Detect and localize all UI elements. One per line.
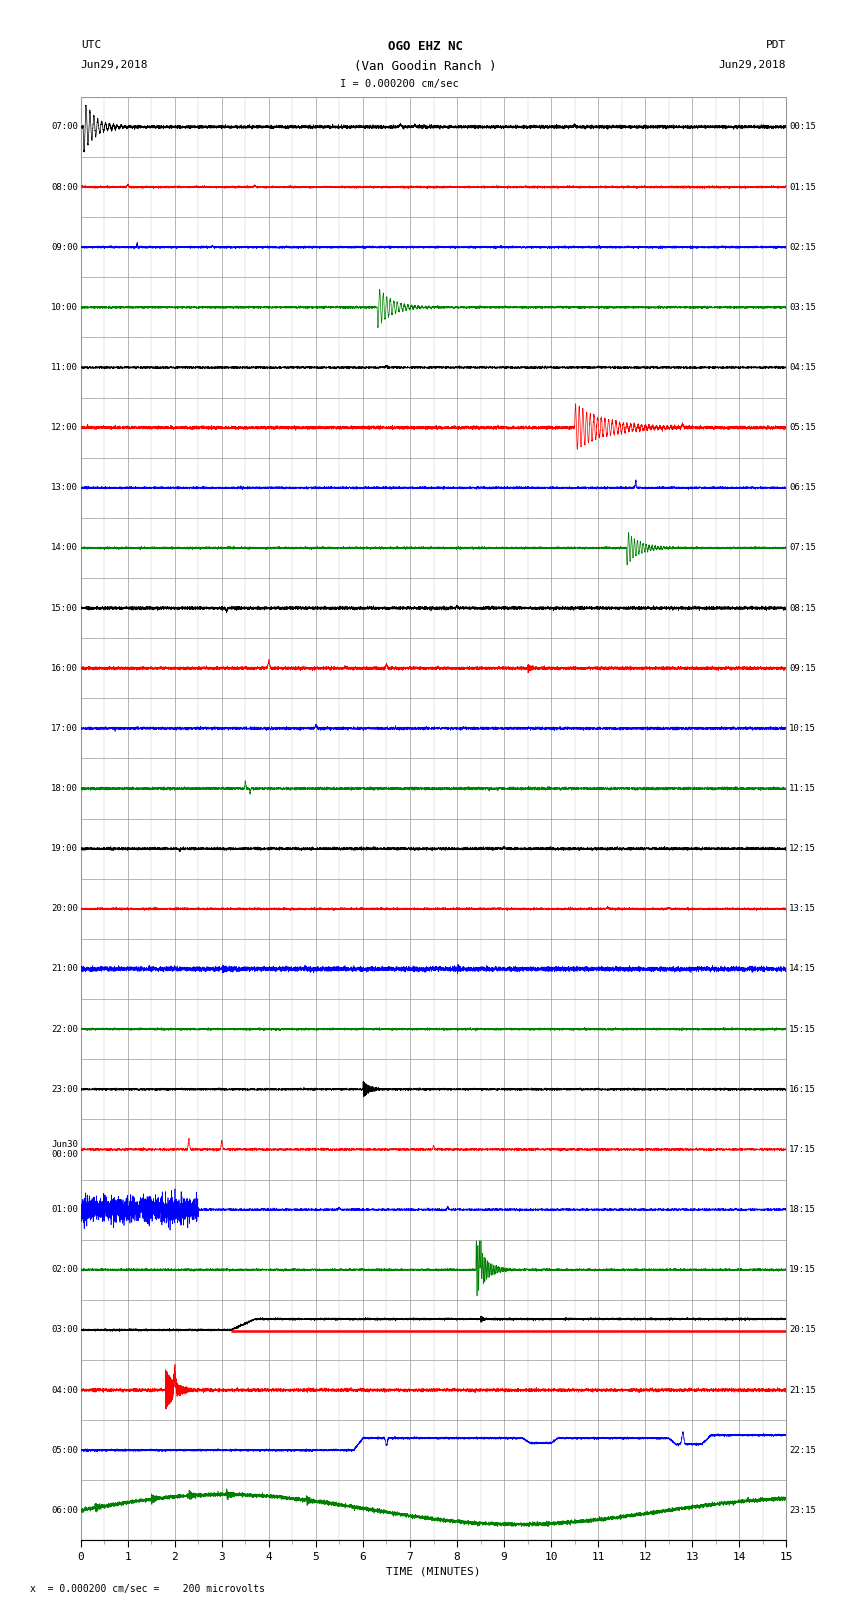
X-axis label: TIME (MINUTES): TIME (MINUTES) xyxy=(386,1566,481,1576)
Text: PDT: PDT xyxy=(766,40,786,50)
Text: UTC: UTC xyxy=(81,40,101,50)
Text: x  = 0.000200 cm/sec =    200 microvolts: x = 0.000200 cm/sec = 200 microvolts xyxy=(30,1584,264,1594)
Text: I = 0.000200 cm/sec: I = 0.000200 cm/sec xyxy=(340,79,459,89)
Text: Jun29,2018: Jun29,2018 xyxy=(719,60,786,69)
Text: (Van Goodin Ranch ): (Van Goodin Ranch ) xyxy=(354,60,496,73)
Text: OGO EHZ NC: OGO EHZ NC xyxy=(388,40,462,53)
Text: Jun29,2018: Jun29,2018 xyxy=(81,60,148,69)
